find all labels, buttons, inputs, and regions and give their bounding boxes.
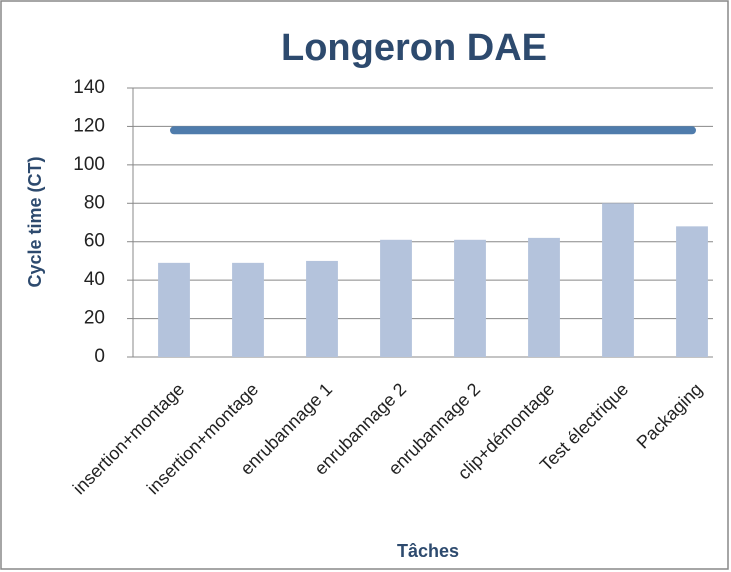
bar xyxy=(306,260,338,357)
y-tick-label: 100 xyxy=(73,154,105,175)
bar xyxy=(528,237,560,357)
y-tick-label: 120 xyxy=(73,115,105,136)
y-tick-label: 40 xyxy=(84,269,105,290)
bar xyxy=(158,262,190,357)
bar xyxy=(676,226,708,357)
y-tick-label: 80 xyxy=(84,192,105,213)
chart-title: Longeron DAE xyxy=(281,27,547,69)
bar xyxy=(232,262,264,357)
bar xyxy=(380,239,412,357)
y-tick-label: 0 xyxy=(94,346,105,367)
y-tick-label: 20 xyxy=(84,308,105,329)
x-axis-label: Tâches xyxy=(397,541,459,561)
y-axis-label: Cycle time (CT) xyxy=(25,156,45,287)
y-tick-label: 60 xyxy=(84,231,105,252)
y-tick-label: 140 xyxy=(73,77,105,98)
bar xyxy=(454,239,486,357)
bar xyxy=(602,203,634,357)
